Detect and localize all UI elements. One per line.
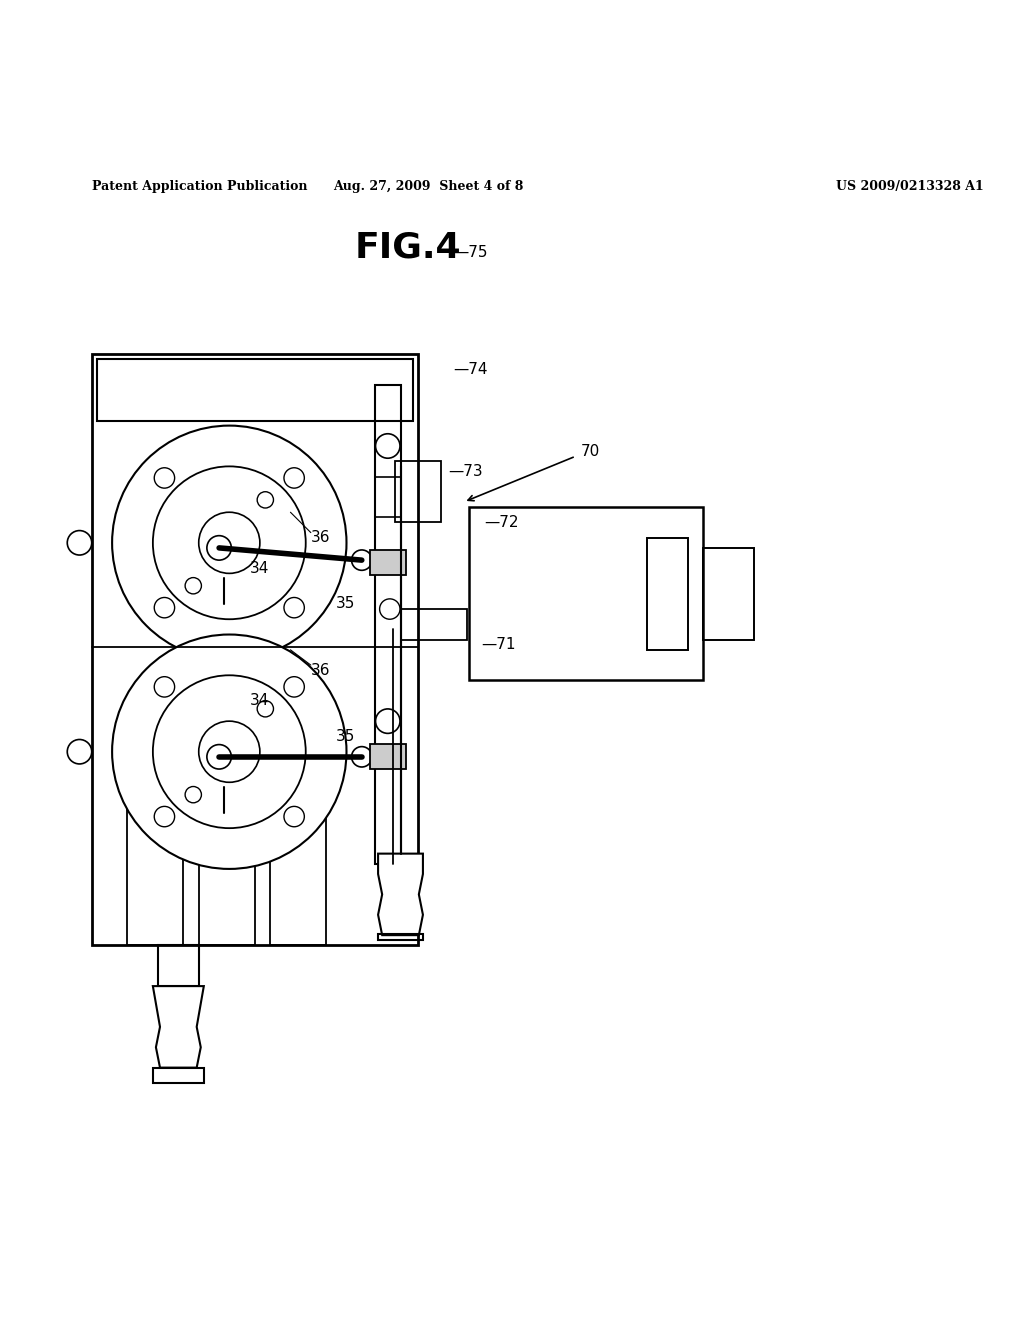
Circle shape xyxy=(376,434,400,458)
Circle shape xyxy=(153,676,306,828)
Bar xyxy=(127,742,183,945)
Bar xyxy=(153,1068,204,1082)
Circle shape xyxy=(351,747,372,767)
Text: 70: 70 xyxy=(581,444,600,458)
Circle shape xyxy=(112,425,346,660)
Circle shape xyxy=(155,807,175,826)
Circle shape xyxy=(284,677,304,697)
Bar xyxy=(370,550,406,576)
Circle shape xyxy=(155,677,175,697)
Polygon shape xyxy=(153,986,204,1068)
Bar xyxy=(97,359,413,421)
Circle shape xyxy=(155,598,175,618)
Circle shape xyxy=(284,807,304,826)
Circle shape xyxy=(112,635,346,869)
Circle shape xyxy=(380,599,400,619)
Circle shape xyxy=(185,787,202,803)
Circle shape xyxy=(257,492,273,508)
Text: 34: 34 xyxy=(250,693,269,709)
Bar xyxy=(375,385,400,863)
Text: 35: 35 xyxy=(336,597,355,611)
Text: US 2009/0213328 A1: US 2009/0213328 A1 xyxy=(836,180,983,193)
Text: —71: —71 xyxy=(481,638,515,652)
Bar xyxy=(400,609,467,640)
Bar xyxy=(158,945,199,986)
Bar xyxy=(92,354,418,945)
Polygon shape xyxy=(378,854,423,935)
Text: FIG.4: FIG.4 xyxy=(354,230,461,264)
Circle shape xyxy=(207,744,231,770)
Circle shape xyxy=(185,578,202,594)
Text: 36: 36 xyxy=(311,663,331,677)
Circle shape xyxy=(68,531,92,554)
Circle shape xyxy=(153,466,306,619)
Text: 35: 35 xyxy=(336,729,355,744)
Circle shape xyxy=(284,467,304,488)
Circle shape xyxy=(257,701,273,717)
Circle shape xyxy=(284,598,304,618)
Bar xyxy=(469,507,703,680)
Bar xyxy=(199,742,255,945)
Text: —74: —74 xyxy=(454,362,488,378)
Text: 34: 34 xyxy=(250,561,269,576)
Circle shape xyxy=(207,536,231,560)
Bar xyxy=(375,477,400,517)
Circle shape xyxy=(155,467,175,488)
Text: —75: —75 xyxy=(454,246,488,260)
Circle shape xyxy=(68,739,92,764)
Text: Patent Application Publication: Patent Application Publication xyxy=(92,180,307,193)
Circle shape xyxy=(199,512,260,573)
Bar xyxy=(370,743,406,770)
Bar xyxy=(395,461,441,523)
Bar xyxy=(270,742,326,945)
Text: Aug. 27, 2009  Sheet 4 of 8: Aug. 27, 2009 Sheet 4 of 8 xyxy=(333,180,523,193)
Bar xyxy=(703,548,754,640)
Circle shape xyxy=(199,721,260,783)
Text: 36: 36 xyxy=(311,531,331,545)
Circle shape xyxy=(376,709,400,734)
Bar xyxy=(378,935,423,940)
Circle shape xyxy=(351,550,372,570)
Text: —73: —73 xyxy=(449,463,483,479)
Bar xyxy=(647,537,688,649)
Text: —72: —72 xyxy=(484,515,518,529)
